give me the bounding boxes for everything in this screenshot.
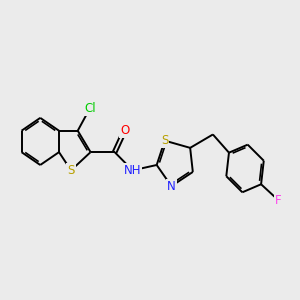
Text: F: F <box>275 194 282 207</box>
Text: O: O <box>120 124 129 137</box>
Text: N: N <box>167 180 176 193</box>
Text: S: S <box>161 134 168 147</box>
Text: NH: NH <box>124 164 141 177</box>
Text: Cl: Cl <box>84 102 96 115</box>
Text: S: S <box>67 164 75 177</box>
